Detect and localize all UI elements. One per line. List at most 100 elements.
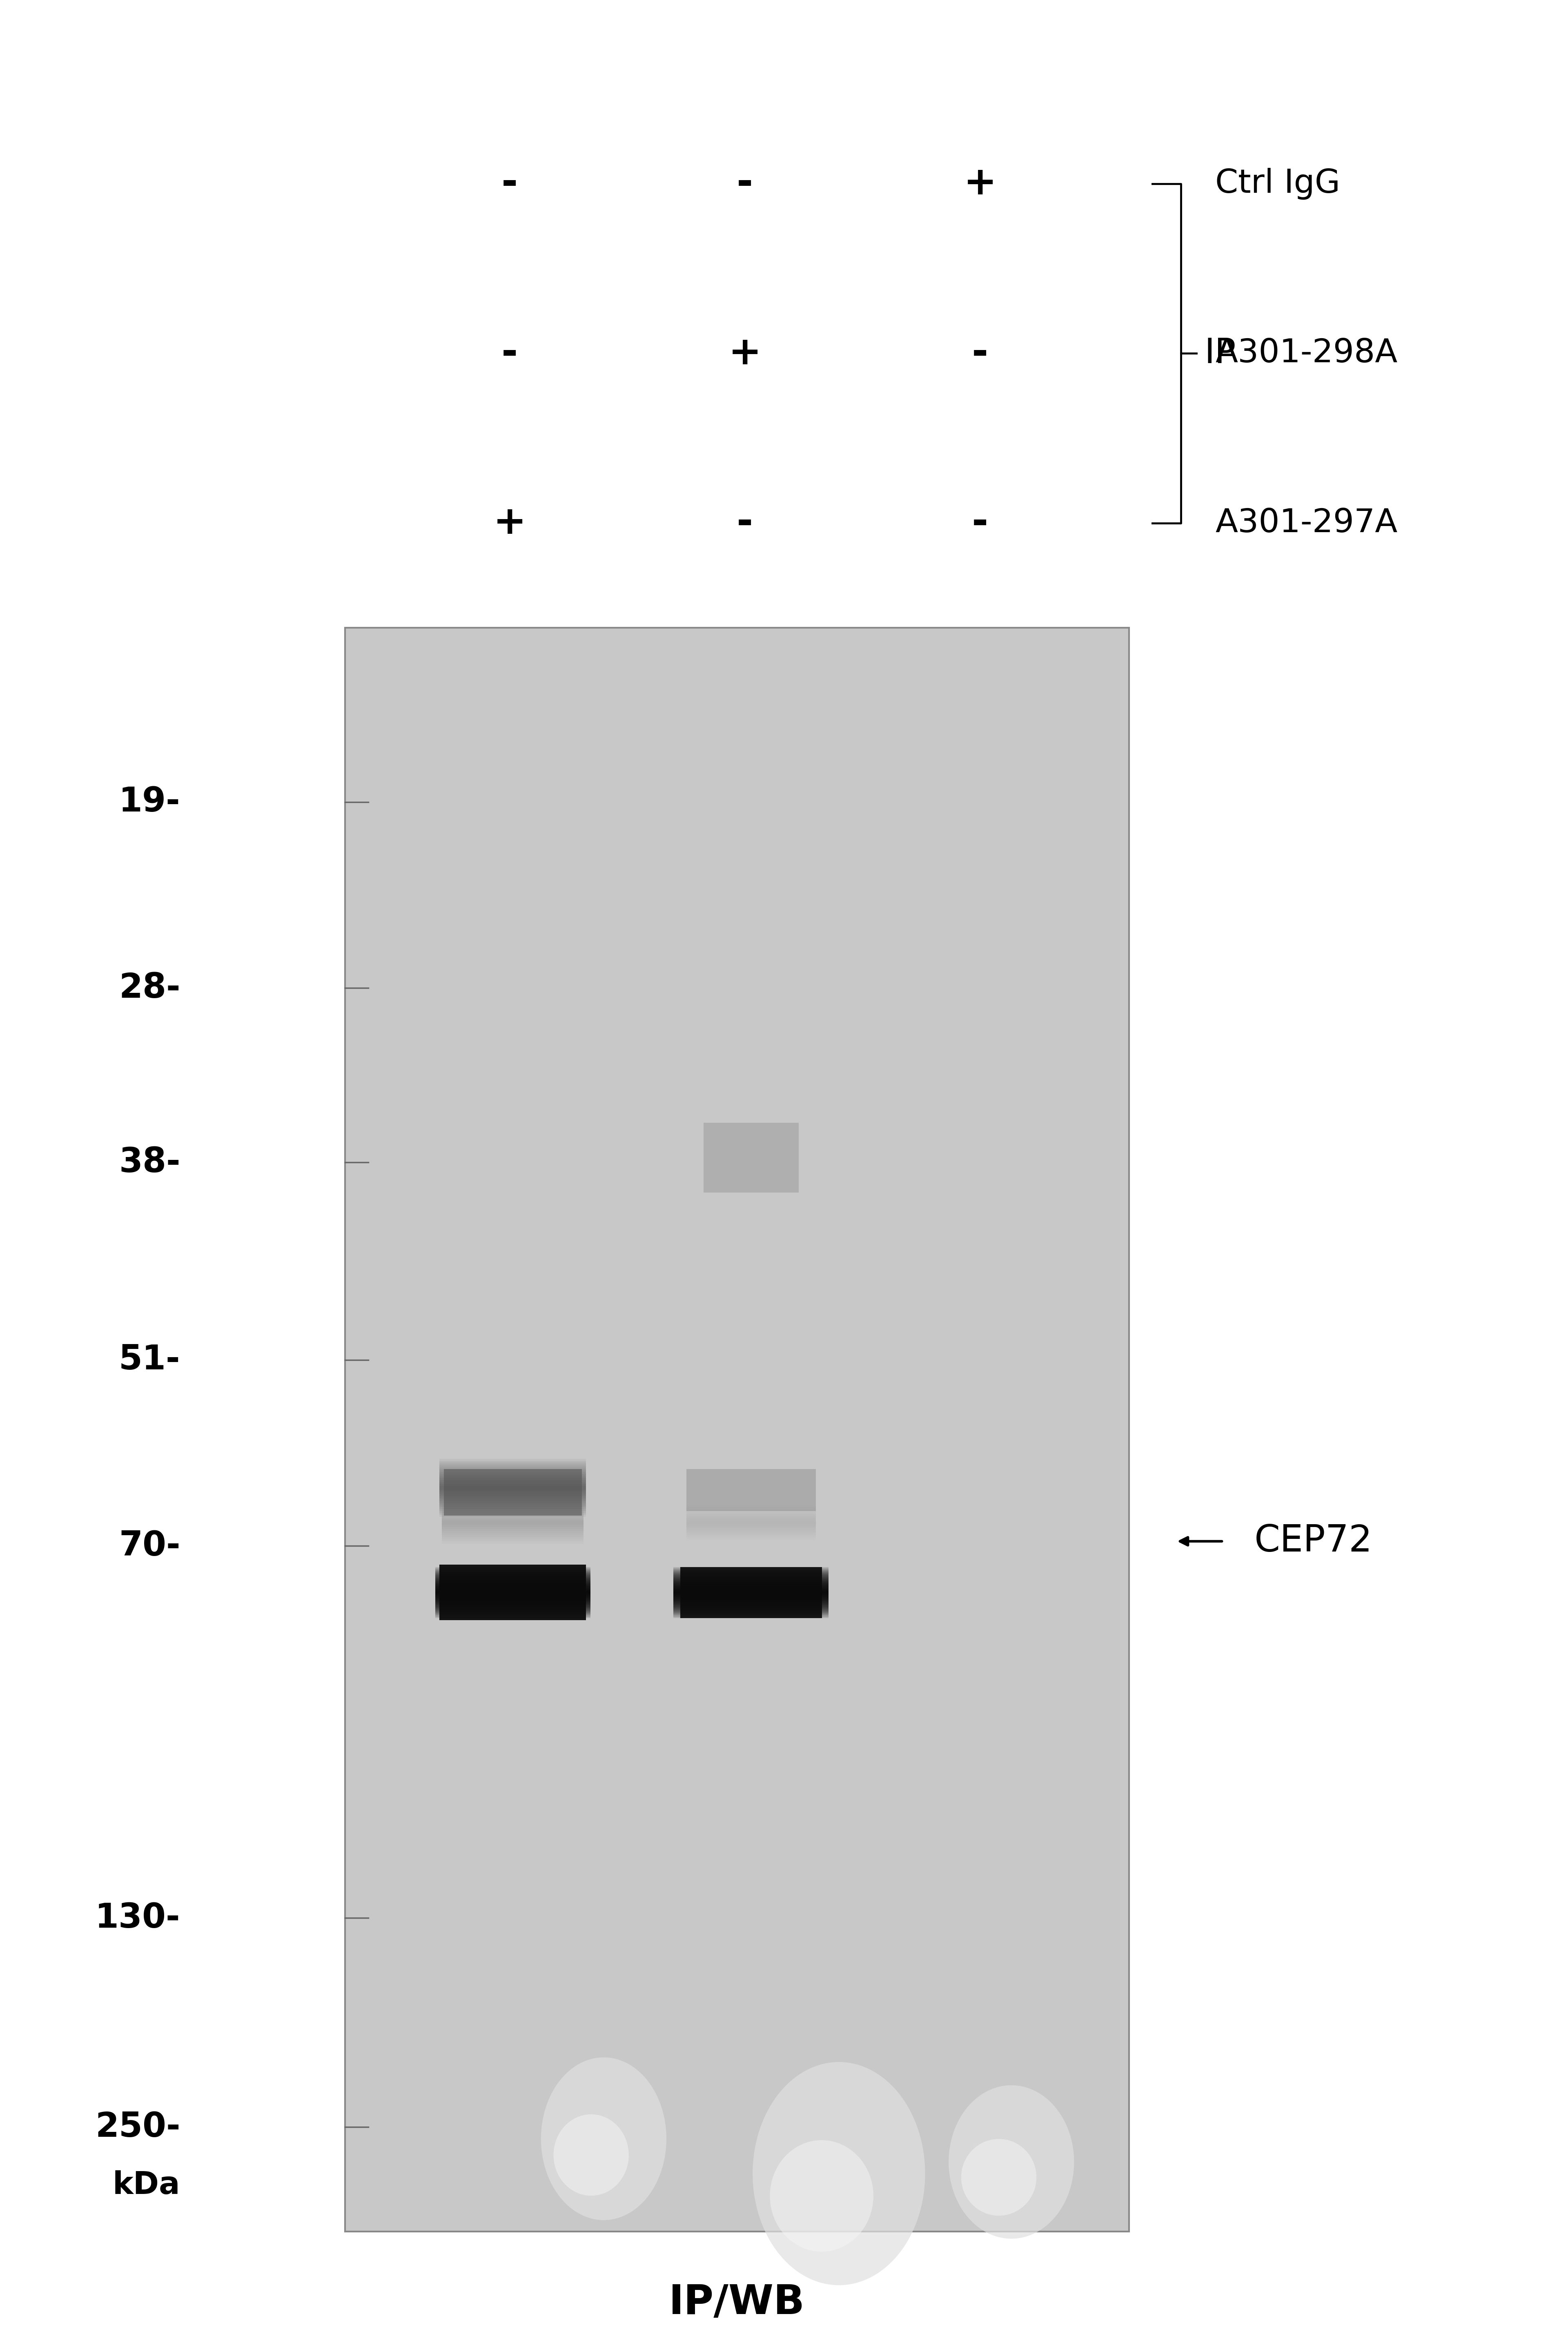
Bar: [674, 1588, 828, 1597]
Bar: [436, 1579, 591, 1604]
Text: 51-: 51-: [119, 1343, 180, 1376]
Bar: [439, 1474, 586, 1502]
Bar: [687, 1504, 815, 1539]
Bar: [674, 1574, 828, 1611]
Bar: [436, 1586, 591, 1600]
Ellipse shape: [770, 2141, 873, 2253]
Text: IP: IP: [1204, 336, 1236, 371]
Bar: [687, 1516, 815, 1530]
Bar: [674, 1590, 828, 1593]
Bar: [436, 1567, 591, 1618]
Bar: [439, 1485, 586, 1490]
Bar: [442, 1516, 583, 1530]
Bar: [674, 1579, 828, 1607]
Bar: [439, 1471, 586, 1504]
Bar: [442, 1509, 583, 1537]
Bar: [687, 1518, 815, 1525]
Bar: [436, 1567, 591, 1616]
Text: 38-: 38-: [119, 1145, 180, 1180]
Bar: [442, 1518, 583, 1527]
Text: Ctrl IgG: Ctrl IgG: [1215, 168, 1341, 201]
Bar: [439, 1462, 586, 1513]
Bar: [674, 1581, 828, 1602]
Bar: [439, 1460, 586, 1516]
Bar: [439, 1565, 586, 1621]
Text: -: -: [502, 333, 517, 373]
Text: A301-297A: A301-297A: [1215, 506, 1397, 539]
Text: +: +: [492, 504, 527, 541]
Bar: [436, 1576, 591, 1609]
Bar: [687, 1518, 815, 1527]
Bar: [436, 1586, 591, 1600]
Ellipse shape: [541, 2057, 666, 2220]
Bar: [442, 1520, 583, 1525]
Bar: [687, 1509, 815, 1537]
Bar: [439, 1476, 586, 1499]
Bar: [674, 1579, 828, 1604]
Bar: [674, 1588, 828, 1597]
Bar: [442, 1504, 583, 1541]
Bar: [442, 1511, 583, 1532]
Bar: [436, 1576, 591, 1607]
Bar: [674, 1583, 828, 1602]
Bar: [439, 1481, 586, 1495]
Bar: [674, 1572, 828, 1614]
Bar: [674, 1586, 828, 1600]
Ellipse shape: [554, 2115, 629, 2197]
Text: 70-: 70-: [119, 1530, 180, 1562]
Bar: [687, 1513, 815, 1532]
Bar: [436, 1572, 591, 1614]
Bar: [444, 1469, 582, 1516]
Bar: [442, 1502, 583, 1544]
Bar: [687, 1506, 815, 1539]
Bar: [704, 1122, 798, 1192]
Bar: [436, 1583, 591, 1602]
Text: 19-: 19-: [119, 786, 180, 819]
Text: IP/WB: IP/WB: [670, 2283, 804, 2323]
Text: -: -: [972, 504, 988, 541]
Bar: [436, 1588, 591, 1597]
Bar: [442, 1506, 583, 1539]
Ellipse shape: [949, 2085, 1074, 2239]
Bar: [439, 1467, 586, 1509]
Bar: [674, 1590, 828, 1595]
Text: +: +: [963, 166, 997, 203]
Bar: [439, 1483, 586, 1492]
Bar: [687, 1511, 815, 1534]
Ellipse shape: [753, 2061, 925, 2285]
Text: -: -: [737, 504, 753, 541]
Bar: [681, 1567, 822, 1618]
Bar: [442, 1511, 583, 1534]
Ellipse shape: [961, 2138, 1036, 2215]
Bar: [436, 1588, 591, 1597]
Bar: [674, 1567, 828, 1616]
Text: 250-: 250-: [96, 2110, 180, 2143]
Bar: [436, 1574, 591, 1611]
Text: -: -: [502, 166, 517, 203]
Bar: [436, 1590, 591, 1593]
Bar: [674, 1576, 828, 1607]
Bar: [436, 1581, 591, 1604]
Bar: [687, 1511, 815, 1532]
Text: -: -: [972, 333, 988, 373]
Bar: [674, 1567, 828, 1618]
Bar: [674, 1574, 828, 1611]
Bar: [345, 627, 1129, 2232]
Bar: [436, 1569, 591, 1616]
Bar: [674, 1569, 828, 1616]
Bar: [436, 1572, 591, 1614]
Bar: [436, 1581, 591, 1602]
Bar: [674, 1586, 828, 1600]
Bar: [674, 1572, 828, 1614]
Bar: [439, 1460, 586, 1516]
Bar: [442, 1513, 583, 1532]
Text: 28-: 28-: [119, 972, 180, 1005]
Text: -: -: [737, 166, 753, 203]
Bar: [436, 1590, 591, 1595]
Bar: [436, 1574, 591, 1611]
Text: 130-: 130-: [96, 1901, 180, 1936]
Text: CEP72: CEP72: [1254, 1523, 1372, 1560]
Bar: [687, 1520, 815, 1525]
Bar: [439, 1471, 586, 1504]
Bar: [687, 1469, 815, 1511]
